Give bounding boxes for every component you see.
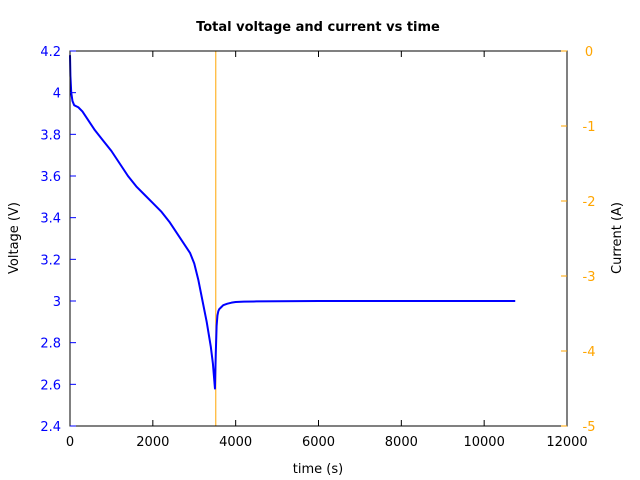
y-axis-right: -5 -4 -3 -2 -1 0 xyxy=(561,45,595,435)
y2-tick-label: -4 xyxy=(583,345,596,360)
plot-content xyxy=(69,51,516,426)
series-voltage-line xyxy=(69,55,516,390)
x-axis-label: time (s) xyxy=(293,462,343,477)
x-axis: 0 2000 4000 6000 8000 10000 12000 xyxy=(66,51,588,450)
y-tick-label: 3.4 xyxy=(40,212,61,227)
y-axis-left: 2.4 2.6 2.8 3 3.2 3.4 3.6 3.8 4 4.2 xyxy=(40,45,76,435)
y-axis-label: Voltage (V) xyxy=(7,202,22,274)
y-tick-label: 3.2 xyxy=(40,253,61,268)
y2-tick-label: -2 xyxy=(583,195,596,210)
y-tick-label: 3.8 xyxy=(40,128,61,143)
y-tick-label: 3.6 xyxy=(40,170,61,185)
y2-tick-label: -1 xyxy=(583,120,596,135)
y2-tick-label: -5 xyxy=(583,420,596,435)
y-tick-label: 2.8 xyxy=(40,337,61,352)
y-tick-label: 4 xyxy=(53,87,61,102)
y-tick-label: 3 xyxy=(53,295,61,310)
x-tick-label: 2000 xyxy=(136,435,169,450)
y-tick-label: 2.4 xyxy=(40,420,61,435)
y-tick-label: 2.6 xyxy=(40,378,61,393)
y-tick-label: 4.2 xyxy=(40,45,61,60)
y2-tick-label: 0 xyxy=(585,45,593,60)
x-tick-label: 6000 xyxy=(302,435,335,450)
x-tick-label: 12000 xyxy=(546,435,587,450)
x-tick-label: 0 xyxy=(66,435,74,450)
x-tick-label: 8000 xyxy=(385,435,418,450)
chart-title: Total voltage and current vs time xyxy=(196,20,440,35)
y2-tick-label: -3 xyxy=(583,270,596,285)
x-tick-label: 4000 xyxy=(219,435,252,450)
x-tick-label: 10000 xyxy=(463,435,504,450)
y2-axis-label: Current (A) xyxy=(610,202,625,274)
